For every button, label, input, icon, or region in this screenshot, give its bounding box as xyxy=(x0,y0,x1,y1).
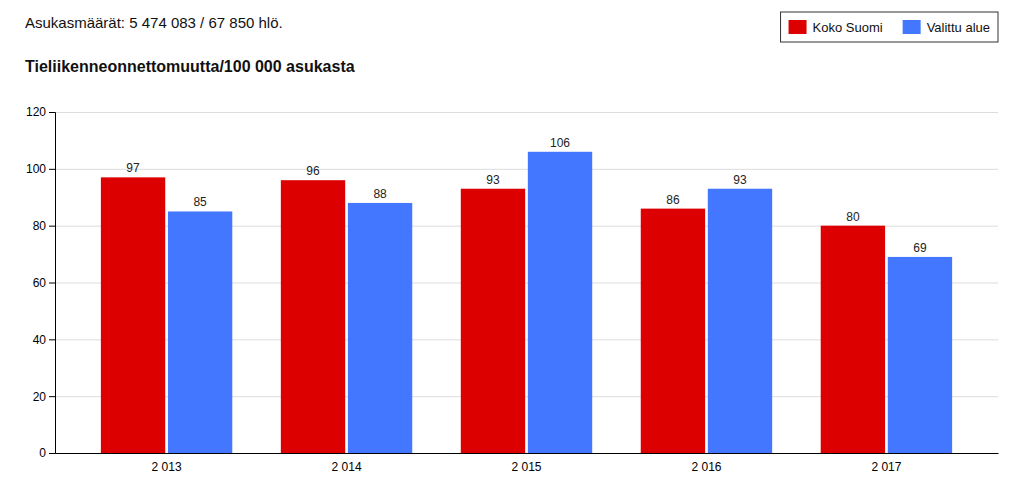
chart-svg: 97 96 93 86 80 85 88 106 93 69 0 20 40 60 80 100 120 2 01… xyxy=(0,0,1023,493)
y-tick-label: 60 xyxy=(33,276,47,290)
x-axis-line xyxy=(56,453,999,454)
data-label: 88 xyxy=(373,187,387,201)
data-label: 93 xyxy=(486,173,500,187)
x-tick-label: 2 015 xyxy=(511,460,541,474)
bar xyxy=(821,226,885,453)
data-label: 93 xyxy=(733,173,747,187)
y-tick-label: 120 xyxy=(26,105,46,119)
bar-series xyxy=(101,177,885,453)
title: Asukasmäärät: 5 474 083 / 67 850 hlö. xyxy=(25,14,283,31)
grid-line xyxy=(55,112,998,113)
legend: Koko Suomi Valittu alue xyxy=(781,12,998,42)
y-tick: 80 xyxy=(33,219,55,233)
x-tick-label: 2 017 xyxy=(871,460,901,474)
data-label: 96 xyxy=(306,164,320,178)
y-tick-mark xyxy=(49,396,55,397)
grid-line xyxy=(55,169,998,170)
data-label: 106 xyxy=(550,136,570,150)
y-tick: 40 xyxy=(33,333,55,347)
data-label: 86 xyxy=(666,193,680,207)
bar xyxy=(641,209,705,453)
x-tick: 2 015 xyxy=(511,460,541,474)
bar-series xyxy=(168,152,952,453)
bar xyxy=(281,180,345,453)
data-label: 80 xyxy=(846,210,860,224)
legend-label: Valittu alue xyxy=(927,20,990,35)
x-tick: 2 014 xyxy=(332,460,362,474)
y-tick: 100 xyxy=(26,162,55,176)
bar xyxy=(708,189,772,453)
y-tick-mark xyxy=(49,453,55,454)
y-tick-label: 40 xyxy=(33,333,47,347)
bar xyxy=(348,203,412,453)
x-tick: 2 016 xyxy=(691,460,721,474)
y-tick-label: 100 xyxy=(26,162,46,176)
x-tick: 2 017 xyxy=(871,460,901,474)
bar xyxy=(888,257,952,453)
bar xyxy=(528,152,592,453)
bar xyxy=(461,189,525,453)
data-label: 85 xyxy=(193,195,207,209)
y-tick-mark xyxy=(49,112,55,113)
legend-label: Koko Suomi xyxy=(813,20,883,35)
legend-swatch xyxy=(789,20,807,34)
data-labels: 97 96 93 86 80 85 88 106 93 69 xyxy=(126,136,927,255)
bar xyxy=(168,211,232,453)
legend-item: Koko Suomi xyxy=(789,20,883,35)
grid-tick xyxy=(55,112,998,113)
y-tick: 20 xyxy=(33,390,55,404)
chart-container: 97 96 93 86 80 85 88 106 93 69 0 20 40 60 80 100 120 2 01… xyxy=(0,0,1023,493)
y-axis: 0 20 40 60 80 100 120 xyxy=(26,105,56,460)
bars xyxy=(101,152,952,453)
x-tick-label: 2 016 xyxy=(691,460,721,474)
subtitle: Tieliikenneonnettomuutta/100 000 asukast… xyxy=(25,58,355,75)
plot: 97 96 93 86 80 85 88 106 93 69 0 20 40 60 80 100 120 2 01… xyxy=(26,105,999,473)
x-axis: 2 013 2 014 2 015 2 016 2 017 xyxy=(56,454,999,474)
legend-frame xyxy=(781,12,998,42)
legend-item: Valittu alue xyxy=(903,20,990,35)
grid xyxy=(55,113,998,454)
grid-line xyxy=(55,453,998,454)
y-tick-label: 20 xyxy=(33,390,47,404)
x-tick-label: 2 013 xyxy=(152,460,182,474)
y-axis-line xyxy=(49,113,56,454)
y-tick-mark xyxy=(49,283,55,284)
grid-tick xyxy=(55,453,998,454)
y-tick-mark xyxy=(49,169,55,170)
y-tick: 60 xyxy=(33,276,55,290)
x-tick-label: 2 014 xyxy=(332,460,362,474)
y-tick-mark xyxy=(49,339,55,340)
legend-swatch xyxy=(903,20,921,34)
x-tick: 2 013 xyxy=(152,460,182,474)
y-tick: 0 xyxy=(39,446,55,460)
grid-tick xyxy=(55,169,998,170)
y-tick-label: 0 xyxy=(39,446,46,460)
y-tick-label: 80 xyxy=(33,219,47,233)
bar xyxy=(101,177,165,453)
y-tick: 120 xyxy=(26,105,55,119)
data-label: 69 xyxy=(913,241,927,255)
y-tick-mark xyxy=(49,226,55,227)
data-label: 97 xyxy=(126,161,140,175)
